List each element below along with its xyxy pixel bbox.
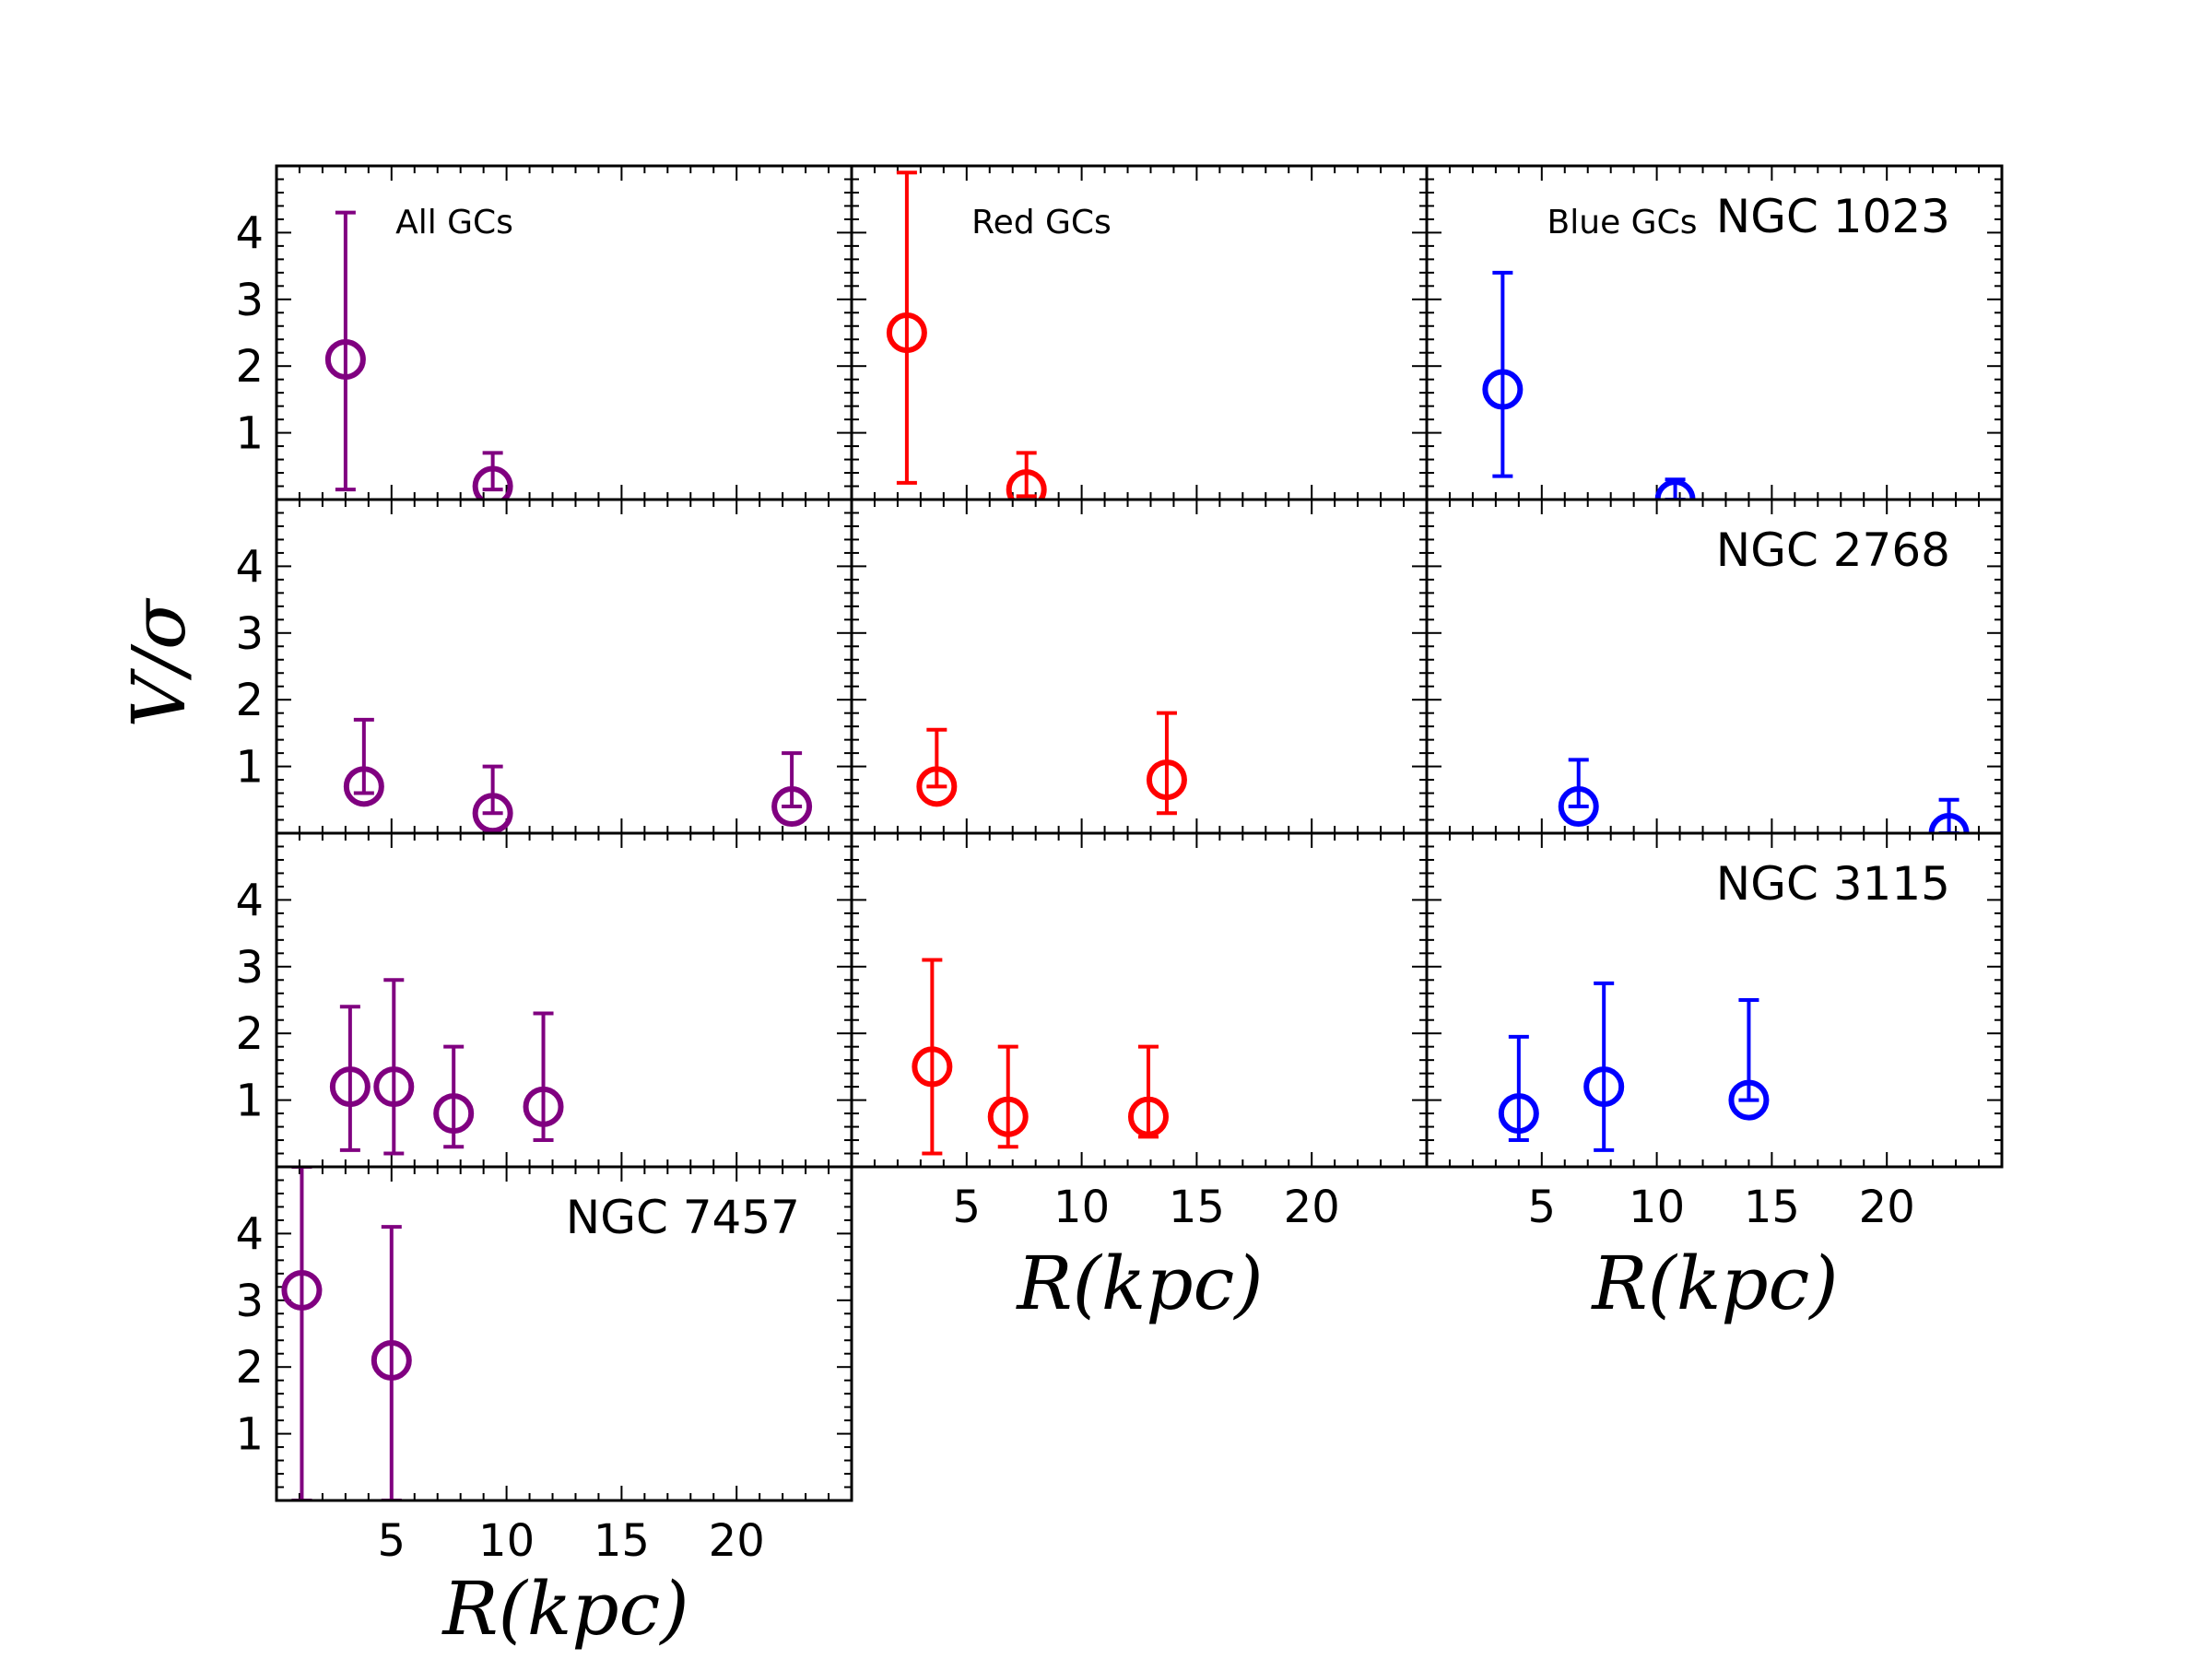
data-point <box>1654 479 1696 500</box>
panel-data <box>329 978 564 1156</box>
error-bar <box>926 727 947 789</box>
data-point <box>472 465 513 500</box>
error-bar <box>1508 1034 1529 1143</box>
data-point <box>472 793 513 833</box>
y-tick-label: 4 <box>235 875 264 926</box>
error-bar <box>339 1005 360 1152</box>
data-point <box>771 786 813 828</box>
x-tick-label: 15 <box>1744 1182 1800 1233</box>
y-tick-label: 3 <box>235 942 264 994</box>
galaxy-label: NGC 2768 <box>1716 524 1950 577</box>
y-tick-label: 1 <box>235 1409 264 1461</box>
y-tick-label: 4 <box>235 207 264 259</box>
panel-frame <box>275 1165 853 1502</box>
y-tick-label: 4 <box>235 541 264 593</box>
x-tick-label: 20 <box>1284 1182 1340 1233</box>
panel-r3-c3: 5 10 15 20 <box>1425 831 2004 1233</box>
data-point <box>523 1086 564 1127</box>
y-tick-label: 2 <box>235 341 264 393</box>
x-tick-label: 20 <box>1859 1182 1915 1233</box>
x-tick-label: 15 <box>1169 1182 1225 1233</box>
panel-frame <box>1425 831 2004 1169</box>
x-axis-label-col2: R(kpc) <box>1015 1241 1263 1326</box>
data-point <box>987 1096 1029 1137</box>
y-tick-label: 2 <box>235 675 264 726</box>
data-point <box>886 312 927 353</box>
error-bar <box>896 171 917 485</box>
error-bar <box>291 1167 312 1500</box>
x-axis-label-col3: R(kpc) <box>1590 1241 1838 1326</box>
data-point <box>1127 1096 1169 1137</box>
panel-r1-c3: Blue GCs <box>1425 164 2004 501</box>
data-point <box>433 1093 475 1135</box>
error-bar <box>922 958 943 1156</box>
x-tick-label: 5 <box>953 1182 982 1233</box>
panel-data <box>281 1167 412 1500</box>
error-bar <box>335 210 356 492</box>
data-point <box>1006 469 1047 500</box>
x-tick-label: 10 <box>478 1515 535 1567</box>
data-point <box>1498 1093 1539 1135</box>
x-tick-label: 15 <box>594 1515 650 1567</box>
x-axis-label-col1: R(kpc) <box>441 1566 688 1652</box>
error-bar <box>782 751 803 809</box>
error-bar <box>533 1011 554 1143</box>
galaxy-label: NGC 1023 <box>1716 190 1950 243</box>
panel-r4-c1: 1 2 3 4 5 10 15 20 <box>235 1165 853 1567</box>
y-tick-label: 1 <box>235 1076 264 1127</box>
panel-data <box>916 711 1187 816</box>
data-point <box>1928 813 1970 833</box>
data-point <box>912 1046 953 1088</box>
panels: 1 2 3 4 All GCs Red GCs Blue GCs NGC 1023 1 2 3 4 NG… <box>235 164 2004 1567</box>
galaxy-label: NGC 3115 <box>1716 857 1950 911</box>
column-label: All GCs <box>395 204 513 241</box>
panel-data <box>343 717 813 833</box>
y-tick-label: 4 <box>235 1208 264 1260</box>
data-point <box>371 1339 412 1381</box>
panel-data <box>324 210 513 500</box>
panel-r3-c1: 1 2 3 4 <box>235 831 853 1169</box>
error-bar <box>482 764 503 816</box>
axis-labels: V/σ R(kpc) R(kpc) R(kpc) <box>116 597 1839 1652</box>
x-tick-label: 10 <box>1053 1182 1110 1233</box>
y-tick-label: 3 <box>235 275 264 326</box>
x-tick-label: 20 <box>709 1515 765 1567</box>
panel-data <box>886 171 1047 500</box>
data-point <box>1558 786 1599 828</box>
y-tick-label: 1 <box>235 408 264 460</box>
data-point <box>1728 1079 1770 1121</box>
data-point <box>1146 759 1187 801</box>
y-tick-label: 2 <box>235 1008 264 1060</box>
panel-r3-c2: 5 10 15 20 <box>850 831 1429 1233</box>
data-point <box>1482 369 1524 410</box>
y-axis-label: V/σ <box>116 597 202 728</box>
column-label: Red GCs <box>971 204 1112 241</box>
error-bar <box>1568 758 1589 809</box>
x-tick-label: 10 <box>1629 1182 1685 1233</box>
panel-data <box>912 958 1169 1156</box>
error-bar <box>353 717 374 795</box>
data-point <box>1583 1066 1625 1108</box>
panel-data <box>1498 981 1770 1152</box>
data-point <box>373 1066 415 1108</box>
data-point <box>324 338 366 380</box>
y-tick-label: 3 <box>235 608 264 660</box>
data-point <box>281 1269 323 1311</box>
column-label: Blue GCs <box>1547 204 1698 241</box>
y-tick-label: 2 <box>235 1342 264 1394</box>
y-tick-label: 1 <box>235 742 264 794</box>
data-point <box>329 1066 371 1108</box>
data-point <box>343 766 384 807</box>
panel-data <box>1558 758 1970 833</box>
x-tick-label: 5 <box>1528 1182 1557 1233</box>
y-tick-label: 3 <box>235 1276 264 1327</box>
error-bar <box>381 1225 402 1500</box>
data-point <box>916 766 958 807</box>
x-tick-label: 5 <box>378 1515 406 1567</box>
panel-data <box>1482 270 1696 500</box>
galaxy-label: NGC 7457 <box>566 1191 800 1244</box>
